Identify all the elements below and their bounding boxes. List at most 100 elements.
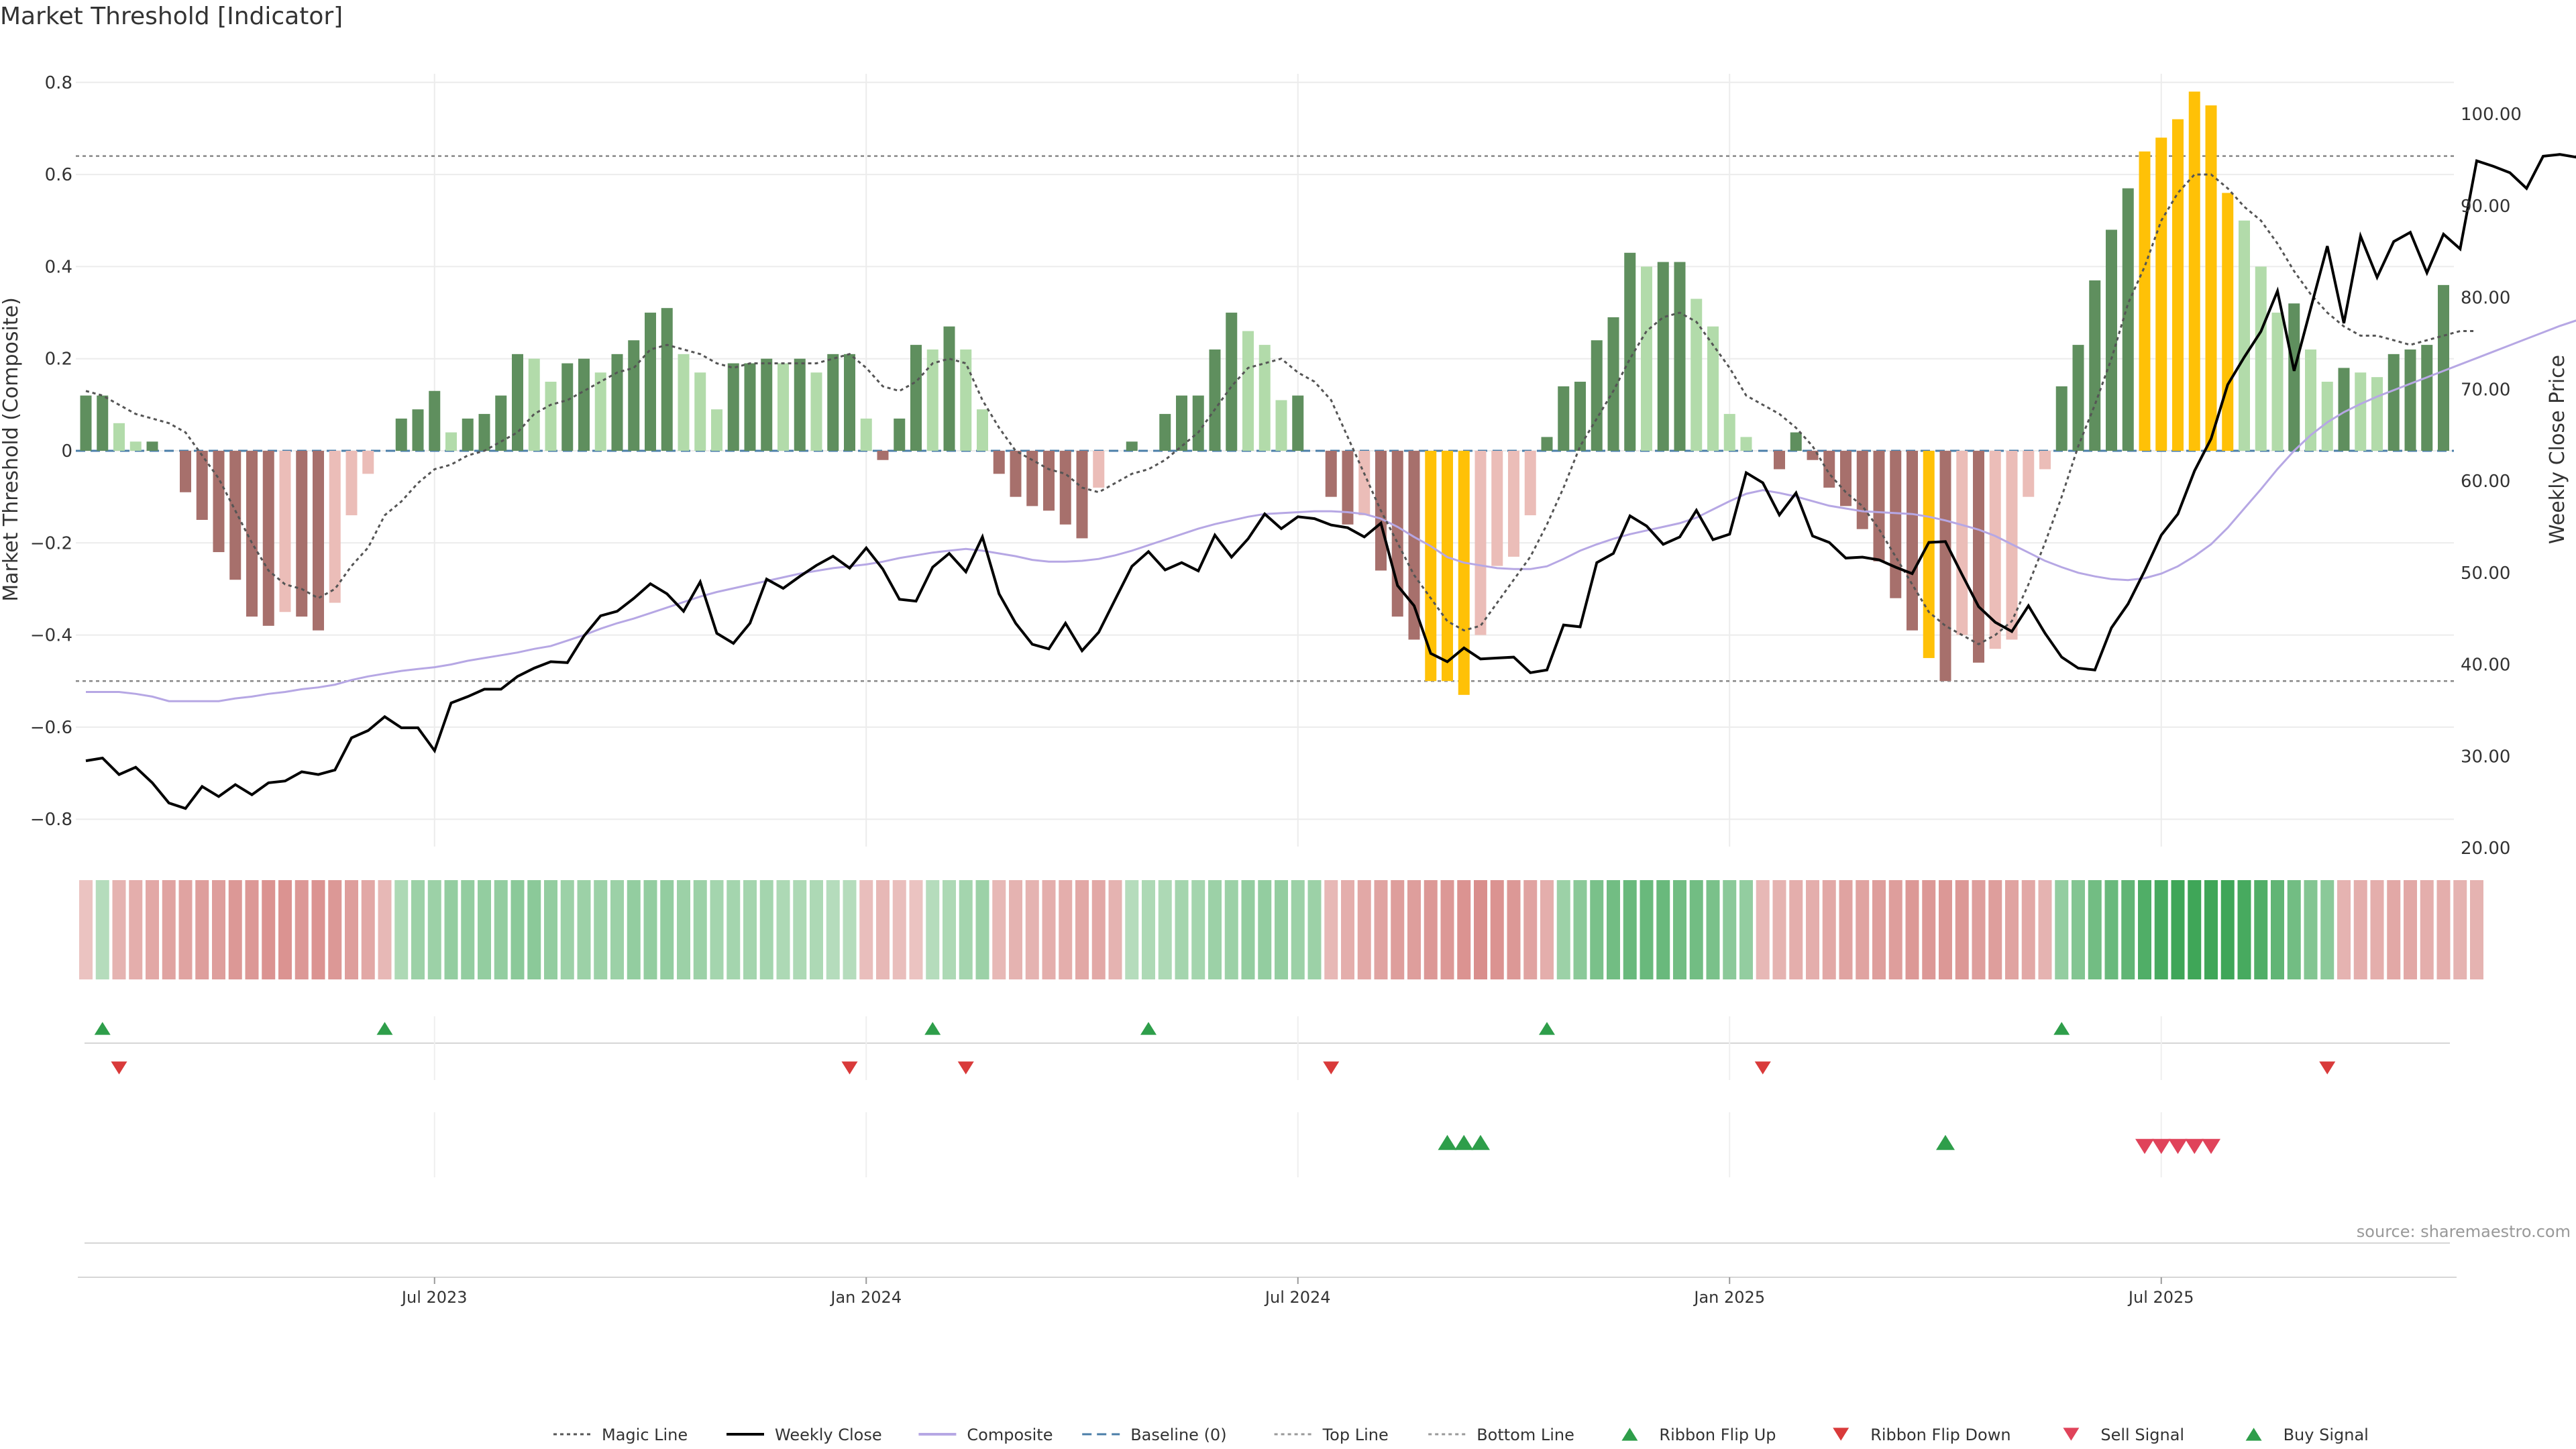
composite-bar [2288,303,2300,451]
ribbon-cell [1872,880,1886,979]
ribbon-cell [544,880,557,979]
composite-bar [2155,138,2167,451]
ribbon-cell [1723,880,1737,979]
ribbon-cell [1075,880,1089,979]
legend-label: Baseline (0) [1130,1426,1226,1444]
composite-bar [362,451,374,474]
y-tick-left: 0.6 [45,165,72,185]
composite-bar [1209,349,1221,451]
ribbon-cell [2121,880,2135,979]
composite-bar [279,451,291,612]
sell-signal-marker [2151,1138,2171,1155]
ribbon-cell [146,880,159,979]
x-tick-label: Jul 2024 [1264,1288,1331,1307]
composite-bar [313,451,324,631]
ribbon-cell [195,880,209,979]
composite-bar [180,451,191,492]
y-tick-right: 60.00 [2461,472,2510,492]
composite-bar [794,358,806,451]
ribbon-cell [1756,880,1770,979]
ribbon-cell [1939,880,1952,979]
composite-bar [262,451,274,626]
composite-bar [1342,451,1354,525]
ribbon-cell [278,880,292,979]
ribbon-cell [1374,880,1388,979]
ribbon-cell [345,880,358,979]
ribbon-cell [2055,880,2069,979]
ribbon-cell [826,880,840,979]
ribbon-flip-up-marker [1140,1022,1157,1035]
ribbon-cell [2021,880,2035,979]
composite-bar [761,358,773,451]
ribbon-layer [79,880,2483,979]
composite-line [86,319,2576,702]
ribbon-cell [1091,880,1106,979]
ribbon-cell [2154,880,2168,979]
ribbon-cell [2387,880,2401,979]
ribbon-cell [843,880,857,979]
ribbon-cell [527,880,541,979]
ribbon-cell [793,880,807,979]
ribbon-cell [1440,880,1454,979]
ribbon-cell [1523,880,1538,979]
ribbon-flip-down-marker [111,1061,127,1075]
composite-bar [1740,437,1752,451]
ribbon-cell [1540,880,1554,979]
ribbon-cell [1739,880,1753,979]
composite-bar [2222,193,2234,451]
ribbon-cell [245,880,259,979]
composite-bar [1574,382,1586,451]
composite-bar [744,363,756,451]
ribbon-cell [2204,880,2218,979]
ribbon-cell [1108,880,1122,979]
ribbon-cell [2370,880,2384,979]
composite-bar [1059,451,1071,525]
ribbon-cell [162,880,176,979]
ribbon-cell [1357,880,1371,979]
ribbon-cell [2404,880,2417,979]
composite-bar [1956,451,1968,635]
ribbon-cell [2353,880,2367,979]
composite-bar [1774,451,1785,470]
composite-bar [1242,331,1254,451]
composite-bar [1358,451,1371,516]
legend-label: Magic Line [602,1426,688,1444]
legend-label: Composite [967,1426,1053,1444]
ribbon-cell [1689,880,1703,979]
legend-swatch [1833,1428,1849,1441]
legend-label: Ribbon Flip Down [1870,1426,2010,1444]
composite-bar [2122,188,2134,451]
x-tick-label: Jan 2024 [829,1288,902,1307]
composite-bar [661,308,673,451]
ribbon-cell [1275,880,1288,979]
composite-bar [578,358,590,451]
ribbon-cell [411,880,425,979]
y-tick-right: 70.00 [2461,380,2510,400]
ribbon-cell [975,880,989,979]
ribbon-cell [943,880,956,979]
legend-label: Top Line [1322,1426,1389,1444]
composite-bar [1939,451,1951,682]
composite-bar [2338,368,2350,451]
sell-signal-marker [2135,1138,2154,1155]
ribbon-cell [294,880,309,979]
legend-item: Composite [918,1426,1053,1444]
composite-bar [1723,414,1735,451]
composite-bar [1093,451,1105,488]
composite-bar [2139,151,2151,451]
ribbon-cell [2104,880,2118,979]
ribbon-cell [1789,880,1803,979]
legend-item: Bottom Line [1428,1426,1574,1444]
composite-bar [1607,317,1619,451]
ribbon-cell [461,880,475,979]
composite-bar [2404,349,2416,451]
composite-bar [1690,299,1703,451]
composite-bar [1856,451,1868,529]
ribbon-cell [2337,880,2351,979]
ribbon-cell [2188,880,2202,979]
composite-bar [1491,451,1503,566]
composite-bar [545,382,557,451]
legend-item: Ribbon Flip Up [1621,1426,1776,1444]
composite-bar [1126,441,1138,451]
